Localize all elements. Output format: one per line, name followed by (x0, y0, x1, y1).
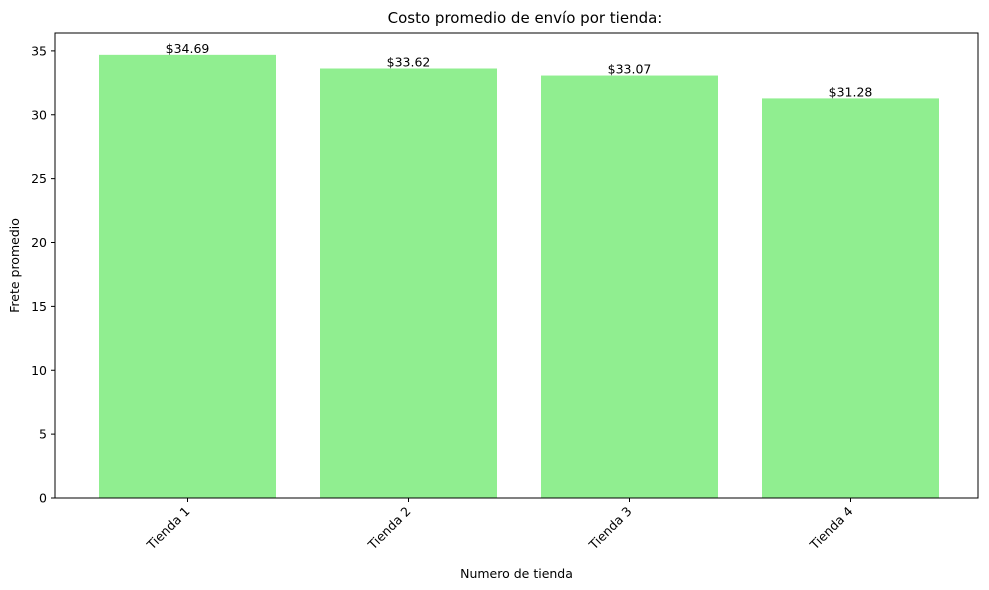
y-tick-label: 25 (31, 171, 47, 186)
x-tick-label: Tienda 1 (143, 504, 192, 553)
y-axis-label: Frete promedio (7, 218, 22, 313)
bars-group (99, 54, 939, 499)
chart-title: Costo promedio de envío por tienda: (388, 9, 663, 27)
data-label-4: $31.28 (829, 84, 873, 99)
x-tick-label: Tienda 3 (585, 504, 634, 553)
y-axis: 0 5 10 15 20 25 30 35 (31, 43, 55, 506)
y-tick-label: 35 (31, 43, 47, 58)
data-label-1: $34.69 (166, 41, 210, 56)
bar-4 (762, 98, 939, 499)
y-tick-label: 15 (31, 299, 47, 314)
data-labels-group: $34.69 $33.62 $33.07 $31.28 (166, 41, 873, 100)
x-axis-label: Numero de tienda (460, 566, 573, 581)
y-tick-label: 10 (31, 363, 47, 378)
x-tick-label: Tienda 4 (806, 503, 855, 552)
x-axis: Tienda 1 Tienda 2 Tienda 3 Tienda 4 (143, 498, 856, 553)
data-label-2: $33.62 (387, 55, 431, 70)
plot-frame (54, 32, 979, 499)
y-tick-label: 20 (31, 235, 47, 250)
y-tick-label: 30 (31, 107, 47, 122)
bar-2 (320, 68, 497, 498)
y-tick-label: 0 (39, 491, 47, 506)
data-label-3: $33.07 (608, 62, 652, 77)
y-tick-label: 5 (39, 427, 47, 442)
bar-3 (541, 75, 718, 499)
x-tick-label: Tienda 2 (364, 504, 413, 553)
bar-1 (99, 54, 276, 498)
